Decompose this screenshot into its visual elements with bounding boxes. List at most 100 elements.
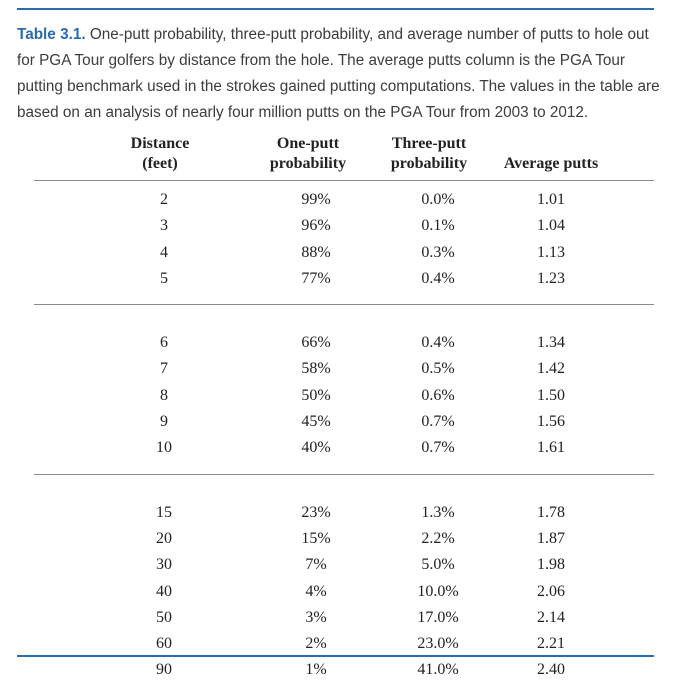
one-putt-cell: 99% bbox=[301, 191, 331, 208]
three-putt-cell: 2.2% bbox=[421, 529, 455, 547]
one-putt-cell: 58% bbox=[301, 360, 331, 378]
three-putt-cell: 41.0% bbox=[417, 661, 459, 679]
table-row: 8 50% 0.6% 1.50 bbox=[0, 383, 680, 409]
table-row: 4 88% 0.3% 1.13 bbox=[0, 240, 680, 266]
row-group: 6 66% 0.4% 1.34 7 58% 0.5% 1.42 8 50% 0.6% 1.50 9 45%… bbox=[0, 330, 680, 461]
average-putts-cell: 1.87 bbox=[537, 529, 565, 547]
group-divider bbox=[34, 473, 654, 475]
three-putt-cell: 0.4% bbox=[421, 269, 455, 287]
average-putts-cell: 1.78 bbox=[537, 503, 565, 521]
one-putt-cell: 77% bbox=[301, 269, 331, 287]
three-putt-cell: 5.0% bbox=[421, 556, 455, 574]
header-distance-line1: Distance bbox=[130, 135, 190, 152]
one-putt-cell: 40% bbox=[301, 439, 331, 457]
one-putt-cell: 2% bbox=[305, 635, 327, 653]
header-three-putt: Three-putt probability bbox=[369, 134, 489, 174]
distance-cell: 4 bbox=[160, 243, 168, 261]
average-putts-cell: 1.23 bbox=[537, 269, 565, 287]
header-three-putt-line1: Three-putt bbox=[391, 135, 467, 152]
table-row: 50 3% 17.0% 2.14 bbox=[0, 605, 680, 631]
header-average-putts: Average putts bbox=[503, 155, 599, 172]
average-putts-cell: 2.14 bbox=[537, 608, 565, 626]
caption-label: Table 3.1. bbox=[17, 26, 86, 43]
header-one-putt-line1: One-putt bbox=[276, 135, 340, 152]
table-row: 2 99% 0.0% 1.01 bbox=[0, 187, 680, 213]
distance-cell: 20 bbox=[156, 529, 172, 547]
distance-cell: 90 bbox=[156, 661, 172, 679]
table-row: 40 4% 10.0% 2.06 bbox=[0, 579, 680, 605]
distance-cell: 40 bbox=[156, 582, 172, 600]
table-caption: Table 3.1. One-putt probability, three-p… bbox=[17, 22, 662, 126]
table-row: 15 23% 1.3% 1.78 bbox=[0, 500, 680, 526]
three-putt-cell: 0.4% bbox=[421, 334, 455, 352]
three-putt-cell: 1.3% bbox=[421, 503, 455, 521]
three-putt-cell: 0.1% bbox=[421, 217, 455, 235]
three-putt-cell: 0.3% bbox=[421, 243, 455, 261]
group-separator bbox=[0, 462, 680, 500]
average-putts-cell: 1.50 bbox=[537, 386, 565, 404]
one-putt-cell: 1% bbox=[305, 661, 327, 679]
table-row: 7 58% 0.5% 1.42 bbox=[0, 356, 680, 382]
distance-cell: 15 bbox=[156, 503, 172, 521]
table-row: 10 40% 0.7% 1.61 bbox=[0, 435, 680, 461]
one-putt-cell: 50% bbox=[301, 386, 331, 404]
table-row: 3 96% 0.1% 1.04 bbox=[0, 213, 680, 239]
caption-text: One-putt probability, three-putt probabi… bbox=[17, 26, 660, 121]
table-row: 5 77% 0.4% 1.23 bbox=[0, 266, 680, 292]
row-group: 2 99% 0.0% 1.01 3 96% 0.1% 1.04 4 88% 0.3% 1.13 5 77%… bbox=[0, 187, 680, 292]
distance-cell: 10 bbox=[156, 439, 172, 457]
three-putt-cell: 0.7% bbox=[421, 413, 455, 431]
three-putt-cell: 0.6% bbox=[421, 386, 455, 404]
one-putt-cell: 23% bbox=[301, 503, 331, 521]
average-putts-cell: 1.42 bbox=[537, 360, 565, 378]
average-putts-cell: 2.06 bbox=[537, 582, 565, 600]
average-putts-cell: 1.56 bbox=[537, 413, 565, 431]
distance-cell: 5 bbox=[160, 269, 168, 287]
distance-cell: 9 bbox=[160, 413, 168, 431]
distance-cell: 7 bbox=[160, 360, 168, 378]
average-putts-cell: 1.34 bbox=[537, 334, 565, 352]
distance-cell: 8 bbox=[160, 386, 168, 404]
one-putt-cell: 96% bbox=[301, 217, 331, 235]
one-putt-cell: 15% bbox=[301, 529, 331, 547]
average-putts-cell: 2.40 bbox=[537, 661, 565, 679]
one-putt-cell: 7% bbox=[305, 556, 327, 574]
three-putt-cell: 0.7% bbox=[421, 439, 455, 457]
top-rule bbox=[17, 8, 654, 10]
distance-cell: 50 bbox=[156, 608, 172, 626]
bottom-rule bbox=[17, 655, 654, 657]
distance-cell: 2 bbox=[160, 191, 168, 208]
header-three-putt-line2: probability bbox=[390, 155, 468, 172]
average-putts-cell: 1.13 bbox=[537, 243, 565, 261]
average-putts-cell: 1.01 bbox=[537, 191, 565, 208]
table-body: 2 99% 0.0% 1.01 3 96% 0.1% 1.04 4 88% 0.3% 1.13 5 77%… bbox=[0, 187, 680, 684]
distance-cell: 6 bbox=[160, 334, 168, 352]
three-putt-cell: 10.0% bbox=[417, 582, 459, 600]
three-putt-cell: 0.0% bbox=[421, 191, 455, 208]
table-row: 20 15% 2.2% 1.87 bbox=[0, 526, 680, 552]
three-putt-cell: 23.0% bbox=[417, 635, 459, 653]
distance-cell: 60 bbox=[156, 635, 172, 653]
average-putts-cell: 1.04 bbox=[537, 217, 565, 235]
table-row: 90 1% 41.0% 2.40 bbox=[0, 657, 680, 683]
one-putt-cell: 3% bbox=[305, 608, 327, 626]
header-one-putt: One-putt probability bbox=[248, 134, 368, 174]
average-putts-cell: 2.21 bbox=[537, 635, 565, 653]
three-putt-cell: 0.5% bbox=[421, 360, 455, 378]
three-putt-cell: 17.0% bbox=[417, 608, 459, 626]
table-row: 60 2% 23.0% 2.21 bbox=[0, 631, 680, 657]
header-one-putt-line2: probability bbox=[269, 155, 347, 172]
table-row: 9 45% 0.7% 1.56 bbox=[0, 409, 680, 435]
header-distance-line2: (feet) bbox=[142, 155, 178, 172]
group-divider bbox=[34, 304, 654, 306]
group-separator bbox=[0, 292, 680, 330]
one-putt-cell: 66% bbox=[301, 334, 331, 352]
table-row: 6 66% 0.4% 1.34 bbox=[0, 330, 680, 356]
distance-cell: 3 bbox=[160, 217, 168, 235]
table-row: 30 7% 5.0% 1.98 bbox=[0, 552, 680, 578]
header-rule bbox=[34, 180, 654, 181]
header-distance: Distance (feet) bbox=[100, 134, 220, 174]
average-putts-cell: 1.61 bbox=[537, 439, 565, 457]
one-putt-cell: 88% bbox=[301, 243, 331, 261]
one-putt-cell: 4% bbox=[305, 582, 327, 600]
